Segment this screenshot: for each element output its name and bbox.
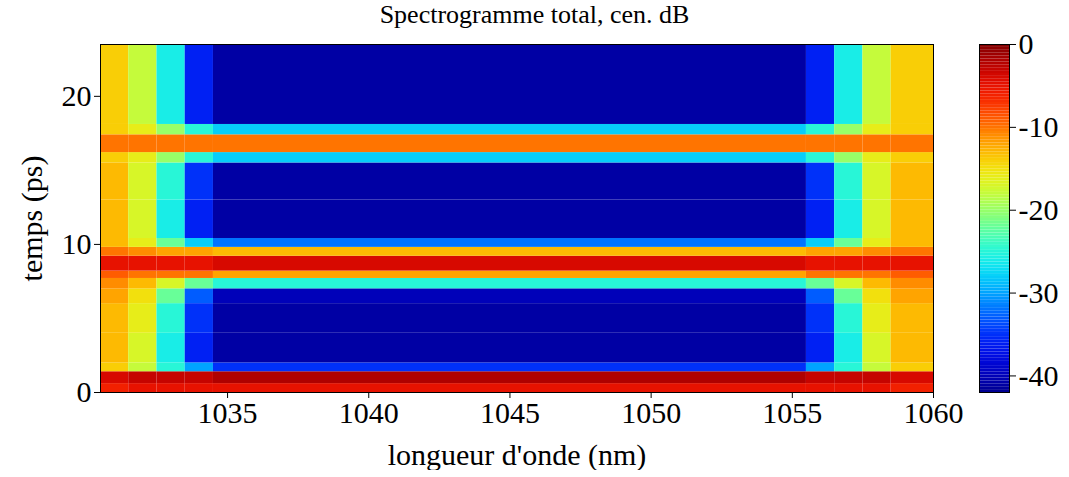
svg-text:0: 0 [77, 375, 92, 408]
svg-text:10: 10 [62, 227, 92, 260]
html-text:Spectrogramme total, cen. dB: Spectrogramme total, cen. dB [379, 0, 690, 29]
svg-text:-20: -20 [1019, 193, 1059, 226]
svg-text:-30: -30 [1019, 276, 1059, 309]
svg-text:temps (ps): temps (ps) [15, 156, 49, 282]
svg-text:-40: -40 [1019, 359, 1059, 392]
svg-text:-10: -10 [1019, 110, 1059, 143]
svg-text:longueur d'onde (nm): longueur d'onde (nm) [388, 438, 647, 471]
svg-text:1050: 1050 [621, 396, 681, 429]
svg-text:1055: 1055 [762, 396, 822, 429]
svg-text:1035: 1035 [198, 396, 258, 429]
svg-text:1040: 1040 [339, 396, 399, 429]
svg-text:20: 20 [62, 79, 92, 112]
svg-text:0: 0 [1019, 30, 1034, 60]
svg-text:1060: 1060 [904, 396, 964, 429]
svg-text:1045: 1045 [480, 396, 540, 429]
